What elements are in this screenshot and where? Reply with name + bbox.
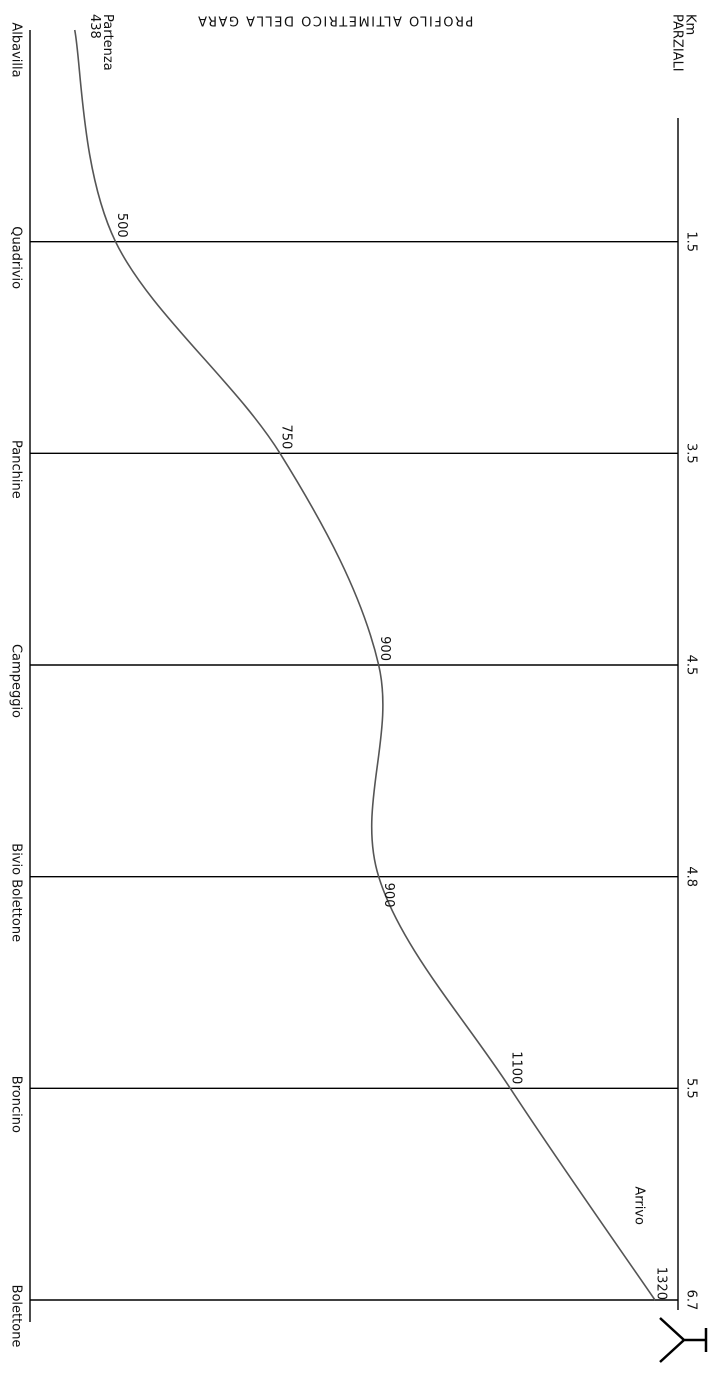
place-label: Bivio Bolettone: [9, 843, 24, 942]
km-label: 6.7: [684, 1290, 699, 1311]
value-label: 1320: [653, 1267, 668, 1300]
chart-title: PROFILO ALTIMETRICO DELLA GARA: [197, 13, 474, 28]
value-label: 750: [278, 425, 293, 450]
km-header: Km: [683, 14, 698, 35]
place-label: Quadrivio: [9, 226, 24, 289]
km-label: 3.5: [684, 443, 699, 464]
km-label: 5.5: [684, 1078, 699, 1099]
km-subheader: PARZIALI: [670, 14, 685, 72]
elevation-line: [73, 29, 656, 1301]
km-label: 1.5: [684, 231, 699, 252]
value-label: 1100: [509, 1051, 524, 1084]
km-label: 4.5: [684, 655, 699, 676]
place-label: Panchine: [9, 440, 24, 499]
finish-symbol: [659, 1317, 708, 1363]
km-label: 4.8: [684, 866, 699, 887]
start-label: Partenza: [100, 14, 115, 71]
end-label: Arrivo: [631, 1186, 646, 1225]
place-label: Bolettone: [9, 1285, 24, 1348]
place-label: Broncino: [9, 1076, 24, 1133]
finish-mark: [659, 1317, 708, 1363]
value-label: 438: [87, 14, 102, 39]
place-label: Campeggio: [9, 644, 24, 718]
value-label: 900: [381, 883, 396, 908]
value-label: 900: [377, 636, 392, 661]
place-label: Albavilla: [9, 22, 24, 77]
value-label: 500: [114, 213, 129, 238]
